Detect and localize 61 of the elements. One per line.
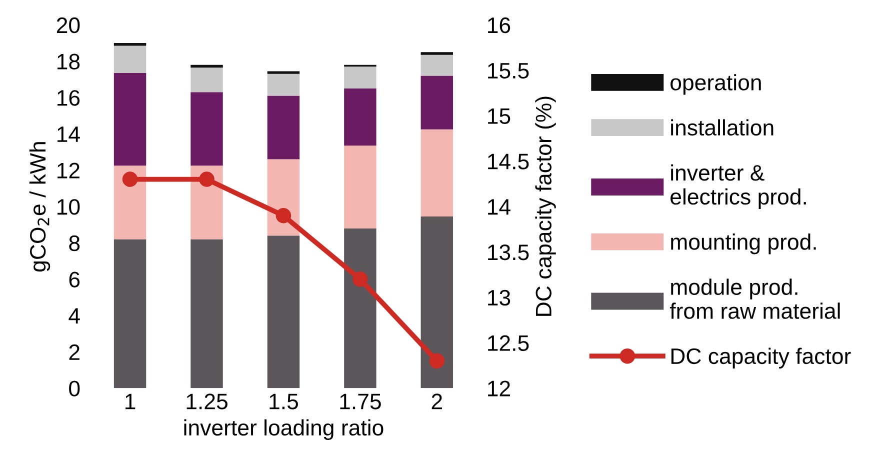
x-tick-label: 1 (126, 394, 136, 410)
x-tick-label: 1.75 (340, 394, 381, 410)
y2-tick-label: 12 (488, 380, 510, 396)
bar (344, 146, 376, 228)
point (199, 172, 214, 187)
y-tick-label: 16 (58, 90, 80, 106)
bar (267, 236, 300, 388)
y2-tick-label: 14.5 (488, 154, 529, 170)
bar (344, 228, 376, 388)
y-tick-label: 8 (69, 235, 80, 252)
point (429, 353, 445, 369)
x-tick-label: 1.25 (186, 394, 228, 410)
bar (190, 68, 223, 92)
y-tick-label: 6 (69, 272, 80, 288)
bar (114, 239, 146, 388)
y-tick-label: 18 (58, 54, 80, 70)
bar (267, 96, 300, 160)
y-tick-label: 2 (69, 344, 80, 360)
legend-label: mounting prod. (671, 234, 816, 254)
y2-tick-label: 15.5 (488, 63, 529, 79)
bar (114, 73, 146, 166)
bar (420, 54, 454, 76)
bar (114, 46, 146, 74)
y2-tick-label: 13.5 (488, 244, 529, 260)
point (352, 272, 368, 287)
x-axis-title: inverter loading ratio (184, 419, 384, 440)
bar (420, 52, 454, 55)
y2-tick-label: 14 (488, 199, 510, 215)
bar (114, 43, 146, 46)
bar (190, 239, 223, 388)
y-tick-label: 4 (68, 308, 80, 324)
x-tick-label: 1.5 (270, 394, 298, 410)
bar (344, 66, 376, 88)
x-tick-label: 2 (432, 394, 442, 410)
y-tick-label: 0 (69, 380, 80, 396)
legend-label: inverter & electrics prod. (670, 164, 806, 210)
y-tick-label: 20 (56, 17, 80, 34)
bar (190, 64, 223, 68)
y2-tick-label: 13 (488, 290, 510, 306)
point (122, 172, 138, 187)
y2-tick-label: 16 (488, 17, 510, 34)
bar (420, 129, 454, 217)
bar (114, 166, 146, 240)
y2-tick-label: 12.5 (488, 335, 529, 352)
bar (420, 216, 454, 388)
bar (344, 88, 376, 146)
y2-axis-title: DC capacity factor (%) (535, 96, 556, 316)
y-tick-label: 10 (58, 199, 80, 215)
legend-label: installation (671, 119, 774, 136)
legend-label: operation (670, 74, 761, 95)
bar (267, 71, 300, 74)
bar (267, 74, 300, 96)
y2-tick-label: 15 (488, 108, 510, 124)
bar (420, 76, 454, 130)
bar (190, 92, 223, 166)
point (276, 208, 292, 224)
legend-label: DC capacity factor (671, 348, 851, 368)
y-tick-label: 14 (58, 126, 80, 142)
legend-label: module prod. from raw material (670, 278, 840, 319)
y-tick-label: 12 (58, 162, 80, 178)
y-axis-title: gCO$_{2}$e / kWh (29, 142, 50, 272)
